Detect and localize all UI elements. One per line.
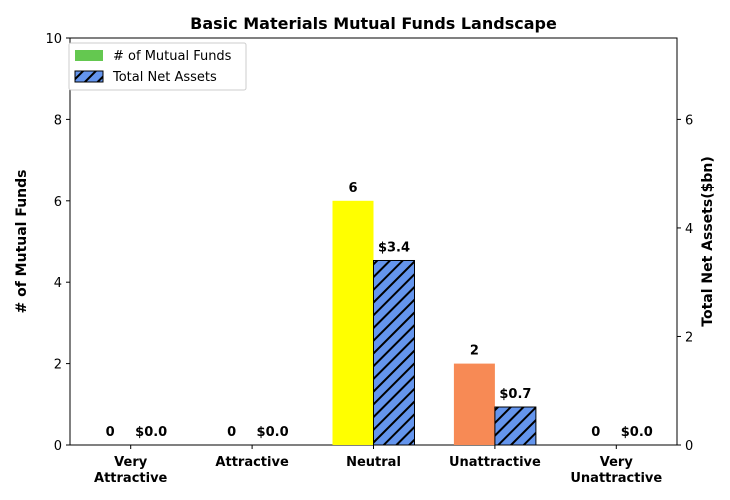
bar-label-mutual-funds: 0	[591, 425, 600, 440]
bar-label-mutual-funds: 0	[227, 425, 236, 440]
bar-label-mutual-funds: 2	[470, 344, 479, 359]
y-tick-label: 10	[45, 32, 62, 47]
bar-label-mutual-funds: 6	[348, 181, 357, 196]
x-tick-label: Unattractive	[449, 455, 541, 470]
x-tick-label: Very	[114, 455, 148, 470]
x-tick-label: Attractive	[94, 471, 168, 486]
legend-swatch-net-assets	[74, 70, 104, 83]
x-tick-label: Very	[600, 455, 634, 470]
y2-axis-label: Total Net Assets($bn)	[700, 156, 716, 326]
chart-title: Basic Materials Mutual Funds Landscape	[190, 14, 557, 33]
bar-label-net-assets: $0.0	[257, 425, 289, 440]
x-tick-label: Unattractive	[570, 471, 662, 486]
bar-label-net-assets: $0.0	[621, 425, 653, 440]
y2-tick-label: 6	[685, 113, 693, 128]
bar-mutual-funds	[332, 200, 374, 445]
x-tick-label: Neutral	[346, 455, 401, 470]
bar-label-mutual-funds: 0	[106, 425, 115, 440]
y2-tick-label: 2	[685, 330, 693, 345]
bar-net-assets	[494, 406, 537, 446]
x-tick-label: Attractive	[215, 455, 289, 470]
bar-label-net-assets: $0.0	[135, 425, 167, 440]
y-tick-label: 6	[54, 195, 62, 210]
y-axis-label: # of Mutual Funds	[14, 169, 30, 313]
y-tick-label: 4	[54, 276, 62, 291]
bar-label-net-assets: $3.4	[378, 240, 410, 255]
legend-box	[68, 42, 247, 91]
legend-label-net-assets: Total Net Assets	[112, 70, 217, 85]
bar-mutual-funds	[453, 363, 495, 445]
y-tick-label: 8	[54, 113, 62, 128]
legend-label-mutual-funds: # of Mutual Funds	[113, 49, 232, 64]
y2-tick-label: 4	[685, 222, 693, 237]
legend-swatch-mutual-funds	[75, 50, 103, 61]
y2-tick-label: 0	[685, 439, 693, 454]
y-tick-label: 2	[54, 358, 62, 373]
y-tick-label: 0	[54, 439, 62, 454]
bar-label-net-assets: $0.7	[499, 387, 531, 402]
bar-net-assets	[373, 259, 415, 446]
